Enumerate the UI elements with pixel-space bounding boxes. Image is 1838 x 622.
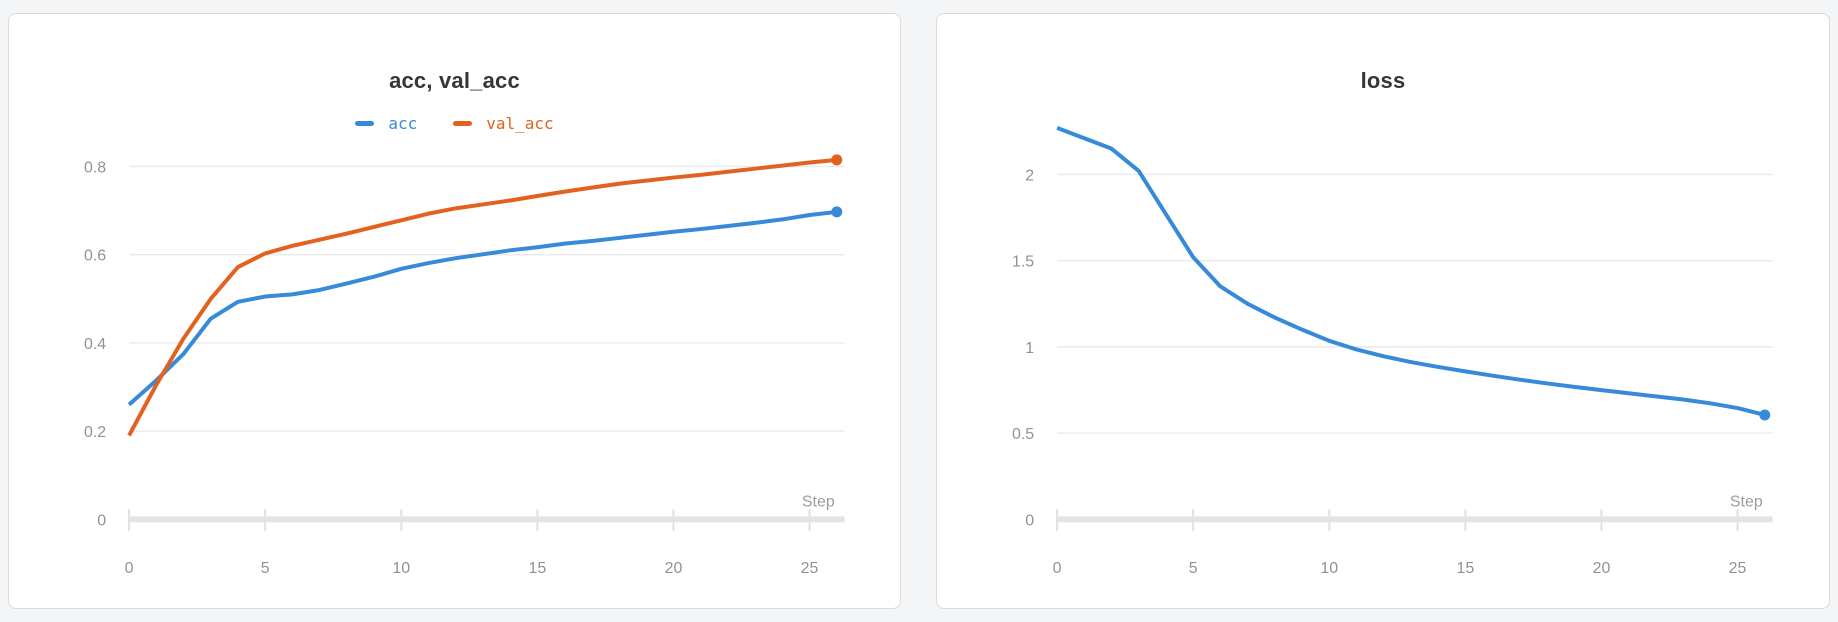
acc-val-acc-plot-area[interactable]: 0 0.2 0.4 0.6 0.8 0 5 10 15 20 25 Step bbox=[9, 14, 900, 608]
y-tick-label-1.5: 1.5 bbox=[1012, 254, 1034, 271]
x-axis-label: Step bbox=[1730, 493, 1763, 510]
legend-item-acc[interactable]: acc bbox=[355, 114, 417, 133]
y-tick-label-0.4: 0.4 bbox=[84, 336, 106, 353]
x-tick-label-15: 15 bbox=[529, 560, 547, 577]
x-tick-label-10: 10 bbox=[1320, 560, 1338, 577]
legend-swatch-val-acc bbox=[453, 121, 473, 126]
x-axis-bar bbox=[129, 516, 845, 523]
x-tick-label-5: 5 bbox=[1189, 560, 1198, 577]
y-tick-label-1: 1 bbox=[1025, 340, 1034, 357]
x-tick-label-25: 25 bbox=[801, 560, 819, 577]
legend-label-acc: acc bbox=[388, 114, 418, 133]
y-tick-label-0.2: 0.2 bbox=[84, 424, 106, 441]
legend-label-val-acc: val_acc bbox=[486, 114, 554, 133]
x-tick-label-10: 10 bbox=[392, 560, 410, 577]
chart-legend: acc val_acc bbox=[9, 114, 900, 133]
y-tick-label-0.5: 0.5 bbox=[1012, 426, 1034, 443]
series-line-val_acc bbox=[127, 157, 838, 437]
x-tick-label-25: 25 bbox=[1729, 560, 1747, 577]
x-tick-label-5: 5 bbox=[261, 560, 270, 577]
x-tick-label-15: 15 bbox=[1457, 560, 1475, 577]
series-line-acc bbox=[127, 209, 838, 407]
x-tick-label-0: 0 bbox=[125, 560, 134, 577]
y-tick-label-0.6: 0.6 bbox=[84, 248, 106, 265]
series-end-dot-val_acc bbox=[831, 154, 843, 166]
y-tick-label-2: 2 bbox=[1025, 167, 1034, 184]
x-axis-label: Step bbox=[802, 493, 835, 510]
y-tick-label-0: 0 bbox=[97, 512, 106, 529]
x-tick-label-20: 20 bbox=[1593, 560, 1611, 577]
chart-title-acc-val-acc: acc, val_acc bbox=[389, 68, 520, 93]
panel-acc-val-acc[interactable]: acc, val_acc acc val_acc 0 0.2 0.4 0.6 0.8 0 5… bbox=[8, 13, 901, 609]
x-tick-label-20: 20 bbox=[665, 560, 683, 577]
legend-swatch-acc bbox=[355, 121, 375, 126]
y-tick-label-0.8: 0.8 bbox=[84, 159, 106, 176]
y-tick-label-0: 0 bbox=[1025, 512, 1034, 529]
series-line-loss bbox=[1056, 126, 1766, 417]
series-end-dot-loss bbox=[1759, 409, 1771, 421]
x-tick-label-0: 0 bbox=[1053, 560, 1062, 577]
chart-title-loss: loss bbox=[1360, 68, 1406, 93]
panel-loss[interactable]: loss 0 0.5 1 1.5 2 0 5 10 15 20 25 Step bbox=[936, 13, 1830, 609]
x-axis-bar bbox=[1057, 516, 1773, 523]
legend-item-val-acc[interactable]: val_acc bbox=[453, 114, 554, 133]
series-end-dot-acc bbox=[831, 206, 843, 218]
